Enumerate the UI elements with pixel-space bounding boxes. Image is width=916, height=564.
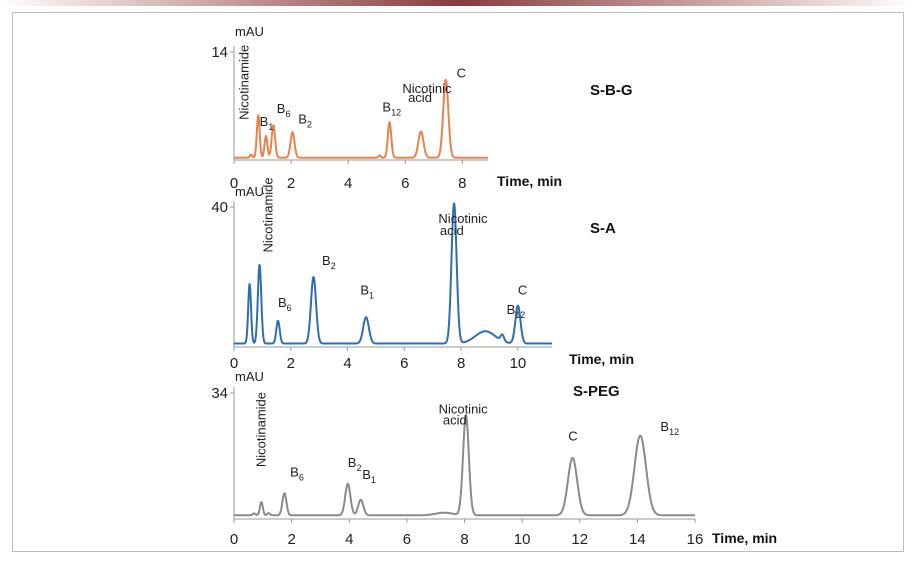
x-tick-label: 8 <box>458 175 466 192</box>
figure-border <box>12 12 904 552</box>
x-tick-label: 6 <box>401 175 409 192</box>
peak-label-subscript: 12 <box>669 427 679 437</box>
x-tick-label: 2 <box>287 355 295 372</box>
peak-label-subscript: 6 <box>285 109 290 119</box>
peak-label: B2 <box>348 455 362 473</box>
x-tick-label: 10 <box>510 355 527 372</box>
peak-label: B12 <box>660 419 679 437</box>
peak-label: Nicotinic <box>402 81 452 96</box>
x-axis-label: Time, min <box>497 173 562 189</box>
x-tick-label: 8 <box>460 531 468 548</box>
peak-label: B2 <box>298 112 312 130</box>
chart-title: S-A <box>590 220 616 237</box>
peak-label: C <box>457 65 466 80</box>
peak-label-subscript: 2 <box>307 120 312 130</box>
peak-label: Nicotinamide <box>260 177 275 252</box>
y-tick-label: 40 <box>211 199 228 216</box>
x-tick-label: 0 <box>230 355 238 372</box>
x-tick-label: 4 <box>345 531 353 548</box>
peak-label: Nicotinamide <box>254 392 269 467</box>
x-tick-label: 6 <box>403 531 411 548</box>
x-tick-label: 4 <box>343 355 351 372</box>
x-tick-label: 16 <box>687 531 704 548</box>
y-axis-unit: mAU <box>235 24 264 39</box>
peak-label-subscript: 12 <box>515 310 525 320</box>
chromatogram-trace <box>233 78 489 159</box>
peak-label-subscript: 6 <box>287 303 292 313</box>
peak-label: acid <box>408 90 432 105</box>
peak-label: C <box>518 283 527 298</box>
x-tick-label: 6 <box>400 355 408 372</box>
y-tick-label: 34 <box>211 385 228 402</box>
peak-label-subscript: 6 <box>299 472 304 482</box>
peak-label: Nicotinic <box>439 401 489 416</box>
peak-label: B6 <box>290 464 304 482</box>
x-tick-label: 4 <box>344 175 352 192</box>
peak-label: B6 <box>278 295 292 313</box>
peak-label: acid <box>443 413 467 428</box>
x-tick-label: 2 <box>287 175 295 192</box>
x-tick-label: 8 <box>457 355 465 372</box>
chart-title: S-B-G <box>590 82 633 99</box>
y-axis-unit: mAU <box>235 369 264 384</box>
peak-label: B1 <box>260 114 274 132</box>
peak-label: B2 <box>322 253 336 271</box>
panel-s-b-g: 0 2 4 6 8 14 mAU Time, min S-B-G Nicotinamide B1B6… <box>211 24 632 192</box>
x-tick-label: 10 <box>514 531 531 548</box>
x-tick-label: 14 <box>629 531 646 548</box>
chromatogram-trace <box>233 202 553 345</box>
x-tick-label: 0 <box>230 175 238 192</box>
chromatogram-trace <box>233 414 696 517</box>
peak-label-subscript: 12 <box>391 107 401 117</box>
peak-label: B12 <box>382 99 401 117</box>
peak-label: B1 <box>362 467 376 485</box>
peak-label-subscript: 1 <box>371 475 376 485</box>
peak-label: B1 <box>360 283 374 301</box>
x-tick-label: 12 <box>571 531 588 548</box>
x-axis-label: Time, min <box>712 530 777 546</box>
peak-label-subscript: 1 <box>369 291 374 301</box>
peak-label: B6 <box>277 101 291 119</box>
x-tick-label: 2 <box>287 531 295 548</box>
peak-label: Nicotinamide <box>236 45 251 120</box>
peak-label: acid <box>440 223 464 238</box>
peak-label: Nicotinic <box>438 211 488 226</box>
top-accent-bar <box>0 0 916 6</box>
x-axis-label: Time, min <box>569 351 634 367</box>
chart-title: S-PEG <box>573 383 620 400</box>
y-tick-label: 14 <box>211 44 228 61</box>
peak-label: B12 <box>507 302 526 320</box>
peak-label: C <box>568 428 577 443</box>
peak-label-subscript: 1 <box>268 122 273 132</box>
y-axis-unit: mAU <box>235 184 264 199</box>
x-tick-label: 0 <box>230 531 238 548</box>
peak-label-subscript: 2 <box>331 261 336 271</box>
peak-label-subscript: 2 <box>356 463 361 473</box>
